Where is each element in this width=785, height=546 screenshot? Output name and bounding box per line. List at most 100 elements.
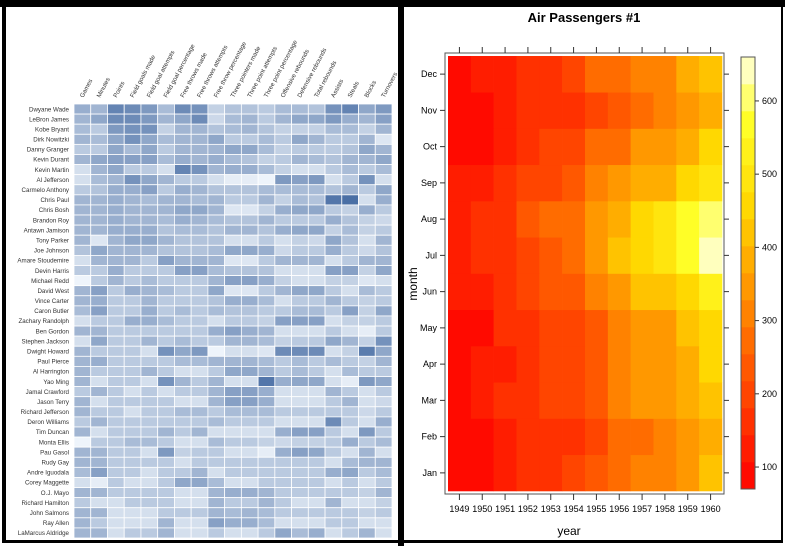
nba-cell [190,174,209,186]
nba-cell [240,194,259,206]
nba-cell [224,456,242,468]
nba-cell [324,174,343,186]
nba-cell [374,204,393,216]
nba-cell [107,335,125,347]
air-cell [676,201,700,238]
nba-cell [240,517,259,529]
nba-cell [73,164,92,176]
nba-cell [358,335,376,347]
air-cell [699,201,723,238]
nba-cell [224,295,242,307]
nba-cell [157,224,175,236]
nba-cell [107,426,125,438]
nba-cell [257,426,276,438]
nba-cell [257,355,276,367]
nba-cell [224,315,242,327]
nba-cell [291,507,309,519]
nba-cell [240,204,259,216]
air-cell [562,128,586,166]
air-cell [630,128,654,166]
nba-cell [207,265,226,276]
nba-cell [107,184,125,196]
air-cell [448,128,472,166]
row-label: Monta Ellis [39,439,69,446]
nba-cell [207,204,226,216]
nba-cell [307,527,326,539]
nba-cell [224,477,242,488]
nba-cell [90,184,108,196]
nba-cell [73,477,92,488]
nba-cell [174,416,192,428]
colorbar-band [741,84,755,112]
air-cell [630,56,654,93]
nba-cell [90,517,108,529]
x-tick-label: 1960 [701,504,721,514]
nba-cell [240,527,259,539]
nba-cell [291,305,309,317]
nba-cell [123,194,142,206]
air-cell [607,418,631,456]
nba-cell [73,507,92,519]
nba-cell [257,315,276,327]
nba-cell [358,396,376,408]
column-label: Points [112,80,126,98]
row-label: Antawn Jamison [24,227,70,234]
nba-cell [274,527,292,539]
nba-cell [157,143,175,155]
nba-cell [140,376,159,388]
nba-cell [73,305,92,317]
nba-cell [274,154,292,165]
nba-cell [140,123,159,135]
air-cell [470,273,494,311]
air-cell [562,56,586,93]
row-label: Yao Ming [43,379,69,386]
nba-cell [207,487,226,499]
nba-cell [291,265,309,276]
nba-cell [207,133,226,145]
nba-cell [257,386,276,398]
colorbar-tick-label: 300 [762,316,777,326]
y-tick-label: Jul [425,250,437,260]
nba-cell [90,507,108,519]
nba-cell [107,497,125,509]
nba-cell [190,487,209,499]
air-cell [516,309,540,347]
nba-cell [107,194,125,206]
air-cell [448,309,472,347]
air-cell [539,56,563,93]
nba-cell [123,174,142,186]
nba-cell [174,113,192,125]
nba-cell [374,416,393,428]
nba-cell [224,487,242,499]
nba-cell [257,527,276,539]
nba-cell [190,305,209,317]
air-cell [493,56,517,93]
nba-cell [157,315,175,327]
nba-cell [107,446,125,458]
nba-cell [190,224,209,236]
nba-cell [358,174,376,186]
nba-cell [107,123,125,135]
nba-cell [174,285,192,297]
nba-cell [123,527,142,539]
nba-cell [140,497,159,509]
nba-cell [73,527,92,539]
y-tick-label: May [420,323,438,333]
nba-cell [123,366,142,377]
nba-cell [174,355,192,367]
row-label: Andre Iguodala [27,470,70,477]
colorbar-band [741,192,755,220]
y-tick-label: Feb [421,432,437,442]
nba-cell [190,335,209,347]
nba-cell [107,355,125,367]
nba-cell [123,315,142,327]
nba-cell [207,527,226,539]
air-cell [470,237,494,274]
air-passengers-panel: Air Passengers #1 year month 1949 1950 195… [404,7,783,543]
nba-cell [123,113,142,125]
nba-cell [73,295,92,307]
air-cell [585,237,609,274]
nba-cell [107,174,125,186]
nba-cell [240,396,259,408]
nba-cell [257,164,276,176]
